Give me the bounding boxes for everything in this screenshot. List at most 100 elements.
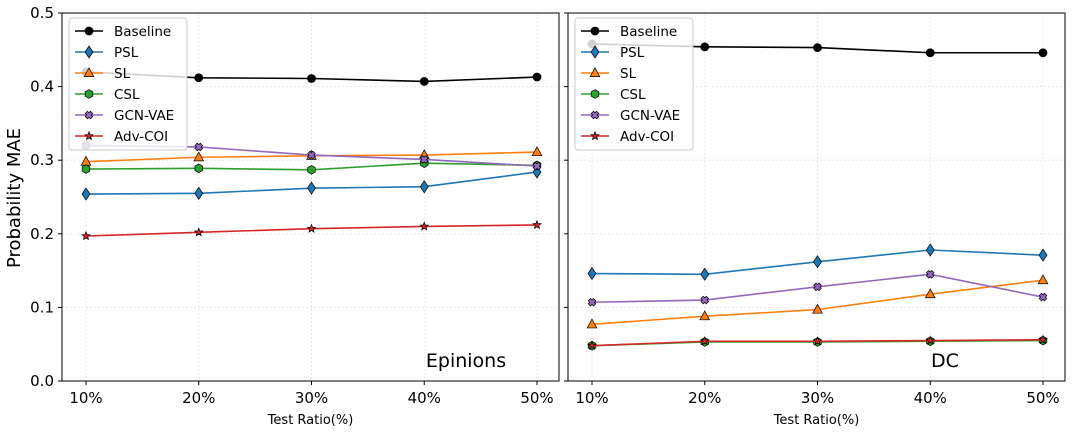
data-point-gcn-vae — [700, 295, 710, 305]
data-point-sl — [1037, 274, 1049, 285]
data-point-csl — [194, 163, 203, 174]
legend-marker-sl — [83, 67, 95, 77]
data-point-adv-coi — [306, 223, 317, 233]
data-point-baseline — [194, 73, 204, 83]
data-point-gcn-vae — [587, 297, 597, 307]
series-adv-coi — [81, 219, 542, 241]
data-point-adv-coi — [699, 336, 710, 346]
data-point-psl — [700, 267, 710, 281]
data-point-adv-coi — [587, 340, 597, 350]
data-point-adv-coi — [812, 336, 823, 346]
x-tick-label: 10% — [575, 389, 608, 407]
data-point-adv-coi — [925, 335, 936, 345]
legend-label-gcn-vae: GCN-VAE — [114, 108, 174, 124]
legend: Baseline PSL SL CSL GCN-VAE Adv-COI — [68, 17, 188, 151]
legend-marker-csl — [590, 89, 600, 99]
data-point-sl — [924, 288, 936, 299]
data-point-psl — [1038, 248, 1048, 262]
data-point-baseline — [813, 43, 822, 52]
legend-label-baseline: Baseline — [114, 24, 171, 40]
data-point-adv-coi — [1038, 334, 1048, 344]
legend-label-gcn-vae: GCN-VAE — [620, 108, 680, 124]
legend-marker-csl — [84, 89, 94, 99]
data-point-baseline — [419, 77, 429, 86]
data-point-csl — [81, 164, 91, 174]
data-point-psl — [81, 187, 91, 201]
x-tick-label: 30% — [295, 389, 328, 407]
data-point-gcn-vae — [419, 155, 429, 164]
data-point-gcn-vae — [925, 269, 935, 279]
data-point-adv-coi — [81, 230, 91, 241]
panel-label: Epinions — [426, 350, 506, 372]
x-axis-label: Test Ratio(%) — [267, 413, 354, 428]
data-point-gcn-vae — [1038, 292, 1048, 302]
data-point-baseline — [925, 48, 935, 58]
data-point-baseline — [307, 74, 316, 83]
legend: Baseline PSL SL CSL GCN-VAE Adv-COI — [574, 17, 694, 151]
y-tick-label: 0.3 — [30, 151, 54, 169]
y-tick-label: 0.2 — [30, 225, 54, 243]
legend-label-psl: PSL — [114, 45, 139, 61]
series-psl — [587, 243, 1048, 281]
data-point-csl — [307, 164, 316, 175]
x-tick-label: 10% — [69, 389, 102, 407]
data-point-adv-coi — [532, 219, 542, 230]
x-tick-label: 40% — [408, 389, 441, 407]
legend-box — [68, 17, 188, 151]
x-tick-label: 30% — [801, 389, 834, 407]
x-axis-label: Test Ratio(%) — [773, 413, 860, 428]
data-point-adv-coi — [419, 221, 430, 231]
x-tick-label: 50% — [520, 389, 553, 407]
data-point-sl — [586, 318, 598, 329]
y-tick-label: 0.0 — [30, 372, 54, 390]
data-point-psl — [813, 255, 822, 269]
series-gcn-vae — [587, 269, 1048, 307]
legend-marker-baseline — [590, 26, 600, 36]
data-point-baseline — [532, 72, 542, 82]
chart-panel-epinions: 10% 20% 30% 40% 50% 0.0 0.1 0.2 0.3 0.4 0.5 Test Ra… — [30, 4, 560, 428]
y-tick-label: 0.5 — [30, 4, 54, 22]
legend-label-sl: SL — [620, 66, 637, 82]
data-point-psl — [194, 186, 204, 200]
legend-marker-psl — [84, 45, 94, 59]
legend-label-adv-coi: Adv-COI — [114, 129, 168, 145]
data-point-baseline — [700, 42, 710, 52]
legend-marker-adv-coi — [590, 130, 600, 141]
legend-marker-psl — [590, 45, 600, 59]
plot-frame — [567, 12, 1066, 382]
legend-box — [574, 17, 694, 151]
legend-label-csl: CSL — [620, 87, 646, 103]
series-sl — [586, 274, 1049, 329]
data-point-psl — [587, 266, 597, 281]
legend-label-adv-coi: Adv-COI — [620, 129, 674, 145]
legend-marker-adv-coi — [84, 130, 94, 141]
data-point-baseline — [1038, 48, 1048, 58]
y-tick-label: 0.4 — [30, 78, 54, 96]
legend-label-sl: SL — [114, 66, 131, 82]
chart-panel-dc: 10% 20% 30% 40% 50% Test Ratio(%) DC Baseline PS… — [564, 12, 1066, 428]
data-point-sl — [531, 146, 543, 157]
data-point-adv-coi — [193, 227, 204, 237]
legend-marker-gcn-vae — [84, 110, 94, 120]
data-point-gcn-vae — [307, 150, 316, 160]
panel-label: DC — [931, 350, 959, 372]
data-point-sl — [812, 303, 823, 314]
data-point-psl — [925, 243, 935, 257]
x-tick-label: 20% — [688, 389, 721, 407]
x-tick-label: 20% — [182, 389, 215, 407]
legend-label-psl: PSL — [620, 45, 645, 61]
data-point-psl — [419, 180, 429, 194]
legend-marker-gcn-vae — [590, 110, 600, 120]
plot-frame — [61, 12, 560, 382]
data-point-gcn-vae — [194, 142, 204, 152]
data-point-psl — [307, 181, 316, 195]
data-point-gcn-vae — [813, 282, 822, 292]
y-axis-label: Probability MAE — [4, 128, 25, 268]
legend-marker-baseline — [84, 26, 94, 36]
legend-label-csl: CSL — [114, 87, 140, 103]
y-tick-label: 0.1 — [30, 298, 54, 316]
x-tick-label: 40% — [914, 389, 947, 407]
legend-marker-sl — [589, 67, 601, 77]
data-point-sl — [193, 151, 205, 162]
